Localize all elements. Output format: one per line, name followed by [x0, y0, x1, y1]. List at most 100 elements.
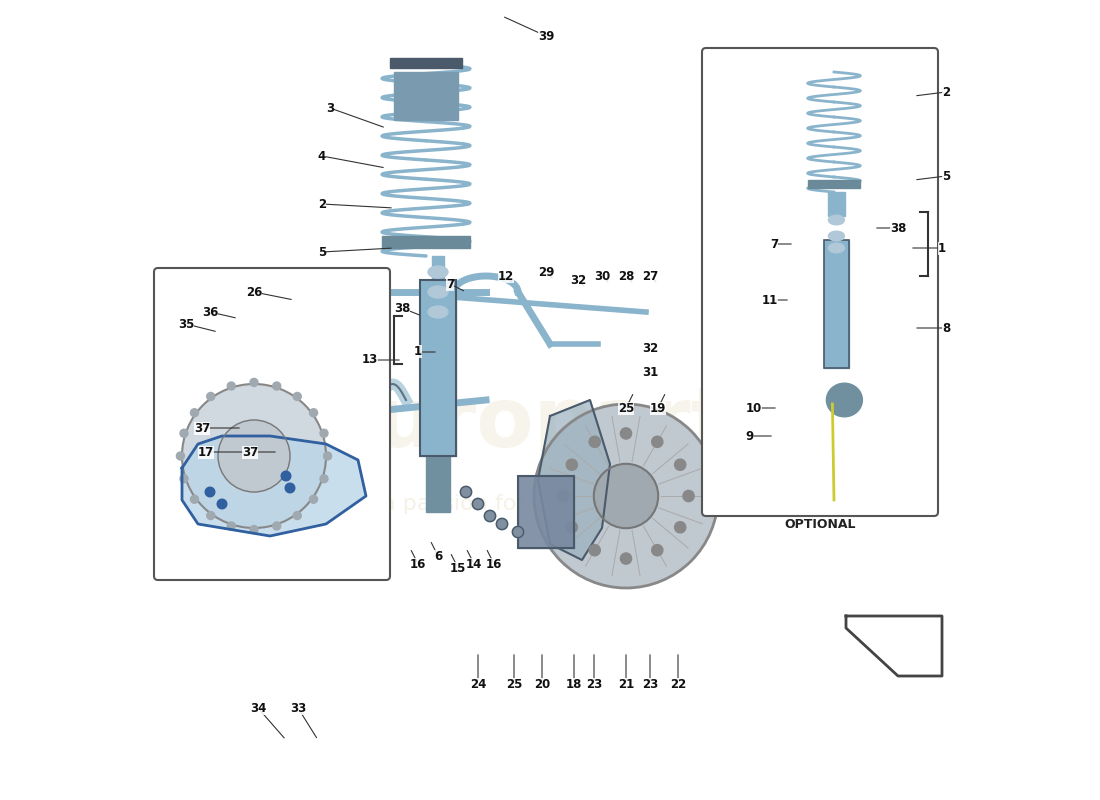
Circle shape: [534, 404, 718, 588]
Polygon shape: [182, 436, 366, 536]
Bar: [426, 456, 450, 512]
Circle shape: [594, 464, 658, 528]
Ellipse shape: [310, 386, 342, 430]
Circle shape: [182, 384, 326, 528]
Text: 31: 31: [642, 366, 658, 378]
Circle shape: [620, 553, 631, 564]
Text: 20: 20: [534, 678, 550, 690]
Circle shape: [250, 526, 258, 534]
Circle shape: [217, 499, 227, 509]
Text: 26: 26: [245, 286, 262, 298]
Text: 1: 1: [414, 346, 422, 358]
Text: 35: 35: [178, 318, 195, 330]
Text: 4: 4: [318, 150, 326, 162]
Circle shape: [590, 545, 601, 556]
Bar: [420, 280, 455, 456]
Circle shape: [674, 459, 685, 470]
Text: 37: 37: [194, 422, 210, 434]
Circle shape: [228, 522, 235, 530]
Text: 36: 36: [201, 306, 218, 318]
Ellipse shape: [826, 383, 862, 417]
Circle shape: [294, 511, 301, 519]
Text: 33: 33: [290, 702, 306, 714]
Ellipse shape: [828, 215, 845, 225]
Text: 11: 11: [762, 294, 778, 306]
Text: 5: 5: [942, 170, 950, 182]
Text: 1: 1: [938, 242, 946, 254]
Circle shape: [273, 382, 280, 390]
Text: 24: 24: [470, 678, 486, 690]
Bar: [518, 476, 574, 548]
Circle shape: [496, 518, 507, 530]
Text: 32: 32: [642, 342, 658, 354]
Text: 23: 23: [642, 678, 658, 690]
Circle shape: [282, 471, 290, 481]
Bar: [382, 236, 470, 248]
Circle shape: [207, 393, 215, 401]
Circle shape: [309, 495, 318, 503]
Circle shape: [674, 522, 685, 533]
FancyBboxPatch shape: [702, 48, 938, 516]
Circle shape: [620, 428, 631, 439]
Text: 28: 28: [618, 270, 635, 282]
Polygon shape: [846, 616, 942, 676]
Text: 37: 37: [242, 446, 258, 458]
Circle shape: [320, 430, 328, 438]
Circle shape: [484, 510, 496, 522]
Circle shape: [273, 522, 280, 530]
Bar: [390, 58, 462, 68]
Text: 2: 2: [942, 86, 950, 98]
Circle shape: [180, 430, 188, 438]
Text: 32: 32: [570, 274, 586, 286]
Text: 10: 10: [746, 402, 762, 414]
Circle shape: [472, 498, 484, 510]
Text: 38: 38: [890, 222, 906, 234]
Bar: [518, 476, 574, 548]
Circle shape: [250, 378, 258, 386]
Text: 5: 5: [318, 246, 326, 258]
Circle shape: [206, 487, 214, 497]
Circle shape: [309, 409, 318, 417]
Text: 13: 13: [362, 354, 378, 366]
Text: 38: 38: [394, 302, 410, 314]
Text: 15: 15: [450, 562, 466, 574]
Text: 2: 2: [318, 198, 326, 210]
Ellipse shape: [428, 306, 448, 318]
Text: a passion for parts since 1985: a passion for parts since 1985: [382, 494, 718, 514]
Text: 9: 9: [746, 430, 755, 442]
Text: 17: 17: [198, 446, 214, 458]
Text: 27: 27: [642, 270, 658, 282]
Bar: [394, 72, 458, 120]
Bar: [827, 192, 845, 216]
Text: 7: 7: [770, 238, 778, 250]
Circle shape: [180, 474, 188, 482]
Circle shape: [566, 459, 578, 470]
Circle shape: [513, 526, 524, 538]
Ellipse shape: [828, 243, 845, 253]
Bar: [807, 180, 860, 188]
Text: 3: 3: [326, 102, 334, 114]
Circle shape: [320, 474, 328, 482]
Circle shape: [558, 490, 569, 502]
Text: 8: 8: [942, 322, 950, 334]
Text: 23: 23: [586, 678, 602, 690]
Text: 25: 25: [506, 678, 522, 690]
Circle shape: [294, 393, 301, 401]
Ellipse shape: [428, 266, 448, 278]
Text: 21: 21: [618, 678, 634, 690]
Ellipse shape: [828, 231, 845, 241]
Text: 25: 25: [618, 402, 635, 414]
Text: 12: 12: [498, 270, 514, 282]
Circle shape: [590, 436, 601, 447]
Text: 39: 39: [538, 30, 554, 42]
Text: europarts: europarts: [319, 383, 781, 465]
Circle shape: [190, 409, 198, 417]
Text: 7: 7: [446, 278, 454, 290]
Text: OPTIONAL: OPTIONAL: [784, 518, 856, 531]
Circle shape: [218, 420, 290, 492]
Text: 34: 34: [250, 702, 266, 714]
Text: 14: 14: [465, 558, 482, 570]
Text: 16: 16: [410, 558, 426, 570]
Text: 19: 19: [650, 402, 667, 414]
Bar: [431, 256, 444, 304]
